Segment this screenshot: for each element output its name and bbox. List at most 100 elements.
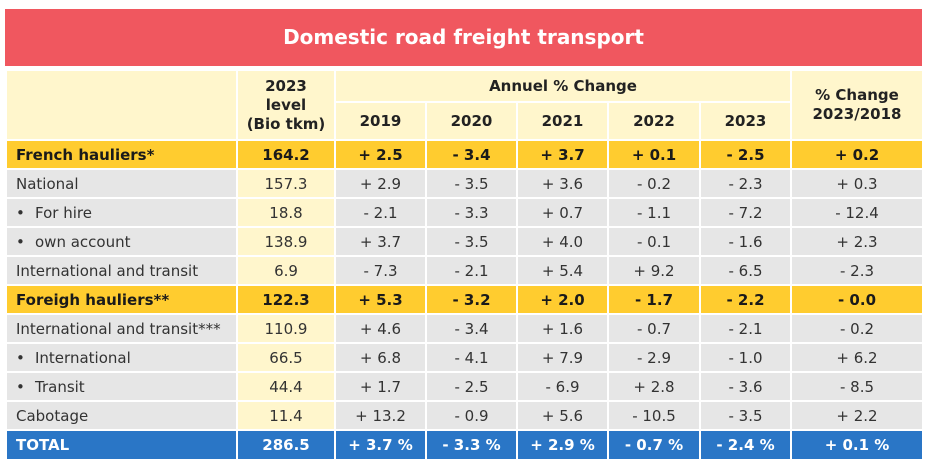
- row-label: International and transit***: [16, 319, 221, 338]
- table-row: • For hire 18.8- 2.1- 3.3 + 0.7- 1.1- 7.2- …: [5, 197, 924, 228]
- year-header-2019: 2019: [334, 101, 427, 141]
- level-cell: 138.9: [236, 226, 336, 257]
- annual-change-cell-2022: - 0.2: [607, 168, 701, 199]
- annual-change-cell-2020: - 3.4: [425, 313, 518, 344]
- annual-change-cell-2022: - 1.7: [607, 284, 701, 315]
- annual-change-cell-2023: - 2.5: [699, 139, 792, 170]
- table-title: Domestic road freight transport: [5, 9, 922, 69]
- row-label: International: [35, 348, 131, 367]
- change-2023-2018-cell: + 0.3: [790, 168, 924, 199]
- table-row: French hauliers* 164.2 + 2.5- 3.4 + 3.7 + 0.…: [5, 139, 924, 170]
- label-column-header: [5, 69, 238, 141]
- bullet-icon: •: [16, 203, 25, 222]
- bullet-icon: •: [16, 232, 25, 251]
- change-2023-2018-cell: + 0.2: [790, 139, 924, 170]
- year-header-2023: 2023: [699, 101, 792, 141]
- change-2023-2018-cell: - 2.3: [790, 255, 924, 286]
- row-label: For hire: [35, 203, 92, 222]
- change-2023-2018-cell: - 0.0: [790, 284, 924, 315]
- annual-change-cell-2023: - 2.3: [699, 168, 792, 199]
- annual-change-cell-2021: + 4.0: [516, 226, 609, 257]
- annual-change-cell-2021: + 3.7: [516, 139, 609, 170]
- table-row: Cabotage 11.4 + 13.2- 0.9 + 5.6- 10.5- 3.5 +…: [5, 400, 924, 431]
- row-label: French hauliers*: [16, 145, 155, 164]
- annual-change-cell-2021: + 5.4: [516, 255, 609, 286]
- change-header-line: 2023/2018: [812, 105, 902, 123]
- annual-change-cell-2020: - 3.2: [425, 284, 518, 315]
- row-label-cell: • International: [5, 342, 238, 373]
- level-cell: 122.3: [236, 284, 336, 315]
- annual-change-cell-2020: - 2.1: [425, 255, 518, 286]
- annual-change-cell-2020: - 2.5: [425, 371, 518, 402]
- row-label-cell: International and transit: [5, 255, 238, 286]
- level-cell: 44.4: [236, 371, 336, 402]
- table-row: National 157.3 + 2.9- 3.5 + 3.6- 0.2- 2.3 + …: [5, 168, 924, 199]
- change-column-header: % Change 2023/2018: [790, 69, 924, 141]
- annual-change-cell-2020: - 0.9: [425, 400, 518, 431]
- table-row: International and transit 6.9- 7.3- 2.1 + …: [5, 255, 924, 286]
- annual-change-cell-2019: + 2.5: [334, 139, 427, 170]
- annual-change-cell-2021: + 5.6: [516, 400, 609, 431]
- year-header-2022: 2022: [607, 101, 701, 141]
- annual-change-cell-2023: - 2.2: [699, 284, 792, 315]
- table-row: Foreigh hauliers** 122.3 + 5.3- 3.2 + 2.0- …: [5, 284, 924, 315]
- annual-change-cell-2023: - 1.0: [699, 342, 792, 373]
- bullet-icon: •: [16, 377, 25, 396]
- annual-change-cell-2019: - 7.3: [334, 255, 427, 286]
- annual-change-cell-2022: - 0.7 %: [607, 429, 701, 461]
- annual-change-cell-2019: - 2.1: [334, 197, 427, 228]
- level-cell: 11.4: [236, 400, 336, 431]
- annual-change-cell-2023: - 6.5: [699, 255, 792, 286]
- annual-change-cell-2020: - 4.1: [425, 342, 518, 373]
- change-2023-2018-cell: - 12.4: [790, 197, 924, 228]
- annual-change-cell-2019: + 6.8: [334, 342, 427, 373]
- annual-change-cell-2019: + 1.7: [334, 371, 427, 402]
- year-header-2021: 2021: [516, 101, 609, 141]
- row-label-cell: • Transit: [5, 371, 238, 402]
- annual-change-cell-2022: - 10.5: [607, 400, 701, 431]
- annual-change-cell-2019: + 3.7: [334, 226, 427, 257]
- change-header-line: % Change: [815, 86, 899, 104]
- annual-change-cell-2020: - 3.5: [425, 168, 518, 199]
- row-label-cell: French hauliers*: [5, 139, 238, 170]
- level-cell: 286.5: [236, 429, 336, 461]
- row-label: TOTAL: [16, 436, 70, 454]
- change-2023-2018-cell: + 2.3: [790, 226, 924, 257]
- level-cell: 157.3: [236, 168, 336, 199]
- annual-change-cell-2023: - 3.5: [699, 400, 792, 431]
- annual-change-cell-2020: - 3.5: [425, 226, 518, 257]
- row-label: own account: [35, 232, 131, 251]
- table-row: International and transit*** 110.9 + 4.6- …: [5, 313, 924, 344]
- annual-change-cell-2022: - 1.1: [607, 197, 701, 228]
- freight-table-card: Domestic road freight transport 2023 lev…: [5, 9, 924, 461]
- level-column-header: 2023 level (Bio tkm): [236, 69, 336, 141]
- level-cell: 18.8: [236, 197, 336, 228]
- row-label-cell: Foreigh hauliers**: [5, 284, 238, 315]
- annual-change-cell-2023: - 1.6: [699, 226, 792, 257]
- annual-change-cell-2021: - 6.9: [516, 371, 609, 402]
- annual-change-cell-2023: - 7.2: [699, 197, 792, 228]
- row-label: Transit: [35, 377, 85, 396]
- row-label: International and transit: [16, 261, 199, 280]
- annual-change-cell-2022: + 0.1: [607, 139, 701, 170]
- annual-change-cell-2019: + 5.3: [334, 284, 427, 315]
- table-row: • Transit 44.4 + 1.7- 2.5- 6.9 + 2.8- 3.6- 8…: [5, 371, 924, 402]
- row-label-cell: TOTAL: [5, 429, 238, 461]
- level-header-line: 2023: [265, 76, 307, 95]
- level-cell: 6.9: [236, 255, 336, 286]
- annual-change-cell-2022: + 2.8: [607, 371, 701, 402]
- change-2023-2018-cell: - 0.2: [790, 313, 924, 344]
- row-label: Cabotage: [16, 406, 89, 425]
- annual-change-cell-2020: - 3.3 %: [425, 429, 518, 461]
- level-header-line: level: [265, 95, 307, 114]
- year-header-2020: 2020: [425, 101, 518, 141]
- table-row: TOTAL 286.5 + 3.7 % - 3.3 % + 2.9 % - 0.7 % - …: [5, 429, 924, 461]
- table-body: French hauliers* 164.2 + 2.5- 3.4 + 3.7 + 0.…: [5, 139, 924, 461]
- annual-change-cell-2019: + 3.7 %: [334, 429, 427, 461]
- annual-change-cell-2021: + 2.0: [516, 284, 609, 315]
- change-2023-2018-cell: + 2.2: [790, 400, 924, 431]
- change-2023-2018-cell: + 6.2: [790, 342, 924, 373]
- table-row: • own account 138.9 + 3.7- 3.5 + 4.0- 0.1- 1…: [5, 226, 924, 257]
- annual-change-cell-2021: + 3.6: [516, 168, 609, 199]
- row-label: Foreigh hauliers**: [16, 290, 170, 309]
